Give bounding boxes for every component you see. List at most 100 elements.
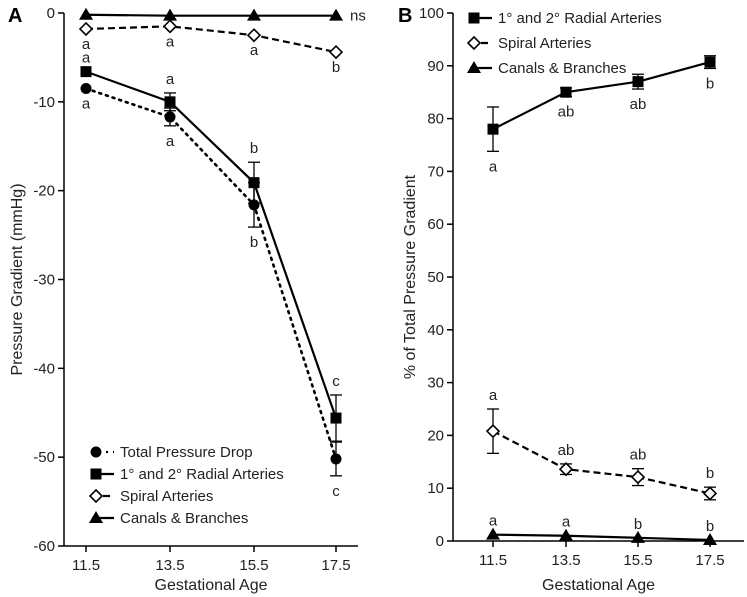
legend-marker xyxy=(90,468,102,480)
significance-label: b xyxy=(250,234,258,251)
series-line xyxy=(85,13,336,17)
series-line xyxy=(84,87,338,461)
series-square: a ab ab b xyxy=(487,55,716,175)
legend-label: 1° and 2° Radial Arteries xyxy=(498,10,662,27)
chart-panel-b: 0 10 20 30 40 50 60 70 80 90 100 11.5 13.5 15.5 17.5 Ge… xyxy=(398,5,744,594)
data-point xyxy=(247,8,261,21)
legend-label: Total Pressure Drop xyxy=(120,444,253,461)
series-diamond: a ab ab b xyxy=(485,387,718,501)
x-tick-label: 17.5 xyxy=(695,552,724,569)
significance-label: c xyxy=(332,373,340,390)
x-tick-label: 11.5 xyxy=(72,557,100,574)
significance-label: ab xyxy=(630,447,647,464)
data-point xyxy=(163,8,177,21)
series-circle: a a b c xyxy=(80,83,342,500)
y-tick-label: 30 xyxy=(427,375,444,392)
y-tick-label: -30 xyxy=(33,272,55,289)
x-tick-label: 13.5 xyxy=(155,557,184,574)
y-tick-label: 80 xyxy=(427,111,444,128)
significance-label: b xyxy=(250,140,258,157)
significance-label: a xyxy=(82,50,91,67)
x-tick-label: 15.5 xyxy=(239,557,268,574)
significance-label: b xyxy=(634,516,642,533)
legend-marker xyxy=(466,35,482,51)
data-point xyxy=(80,66,92,78)
data-point xyxy=(559,528,573,541)
series-line xyxy=(492,61,711,131)
data-point xyxy=(631,530,645,543)
series-diamond: a a a b xyxy=(78,19,344,76)
data-point xyxy=(329,8,343,21)
y-tick-label: -50 xyxy=(33,449,55,466)
panel-label: B xyxy=(398,5,412,27)
y-tick-label: 60 xyxy=(427,216,444,233)
significance-label: a xyxy=(489,387,498,404)
legend-label: Spiral Arteries xyxy=(120,488,213,505)
significance-label: b xyxy=(706,465,714,482)
significance-label: b xyxy=(332,59,340,76)
data-point xyxy=(630,469,646,485)
chart-panel-a: 0 -10 -20 -30 -40 -50 -60 11.5 13.5 15.5 17.5 Gesta… xyxy=(8,5,366,594)
y-tick-label: -20 xyxy=(33,183,55,200)
data-point xyxy=(79,7,93,20)
x-tick-label: 17.5 xyxy=(321,557,350,574)
series-square: a a b c xyxy=(80,50,342,442)
legend-marker xyxy=(89,511,103,523)
panel-label: A xyxy=(8,5,22,27)
data-point xyxy=(486,527,500,540)
data-point xyxy=(78,21,94,37)
y-tick-label: 70 xyxy=(427,163,444,180)
data-point xyxy=(330,453,342,465)
data-point xyxy=(560,86,572,98)
series-line xyxy=(492,533,711,542)
significance-label: a xyxy=(166,33,175,50)
y-tick-label: 40 xyxy=(427,322,444,339)
data-point xyxy=(162,19,178,34)
series-line xyxy=(85,25,337,54)
legend-label: Canals & Branches xyxy=(120,510,248,527)
series-line xyxy=(492,430,711,495)
data-point xyxy=(328,44,344,60)
series-triangle: ns xyxy=(79,8,366,25)
legend: 1° and 2° Radial Arteries Spiral Arteries… xyxy=(466,10,662,77)
x-tick-label: 13.5 xyxy=(551,552,580,569)
x-tick-label: 11.5 xyxy=(479,552,507,569)
data-point xyxy=(558,462,574,477)
y-axis-label: % of Total Pressure Gradient xyxy=(402,174,419,379)
data-point xyxy=(487,123,499,135)
x-axis-label: Gestational Age xyxy=(155,577,268,594)
data-point xyxy=(330,412,342,424)
data-point xyxy=(164,96,176,108)
y-tick-label: 90 xyxy=(427,58,444,75)
significance-label: a xyxy=(489,513,498,530)
series-line xyxy=(85,70,338,419)
y-axis-label: Pressure Gradient (mmHg) xyxy=(9,183,26,375)
data-point xyxy=(702,486,718,501)
x-axis-label: Gestational Age xyxy=(542,577,655,594)
data-point xyxy=(703,532,717,545)
y-tick-label: 100 xyxy=(419,5,444,22)
y-tick-label: 0 xyxy=(47,5,55,22)
legend-label: Spiral Arteries xyxy=(498,35,591,52)
y-tick-label: -40 xyxy=(33,360,55,377)
data-point xyxy=(248,177,260,189)
data-point xyxy=(248,199,260,211)
significance-label: b xyxy=(706,518,714,535)
y-tick-label: 10 xyxy=(427,480,444,497)
significance-label: a xyxy=(166,71,175,88)
significance-label: a xyxy=(562,514,571,531)
significance-label: a xyxy=(82,96,91,113)
significance-label: a xyxy=(489,158,498,175)
legend-marker xyxy=(468,12,480,24)
data-point xyxy=(632,76,644,88)
x-tick-label: 15.5 xyxy=(623,552,652,569)
data-point xyxy=(704,56,716,68)
legend-marker xyxy=(467,61,481,73)
significance-label: a xyxy=(250,42,259,59)
data-point xyxy=(485,424,501,439)
y-tick-label: -60 xyxy=(33,538,55,555)
y-tick-label: 50 xyxy=(427,269,444,286)
significance-label: ns xyxy=(350,8,366,25)
